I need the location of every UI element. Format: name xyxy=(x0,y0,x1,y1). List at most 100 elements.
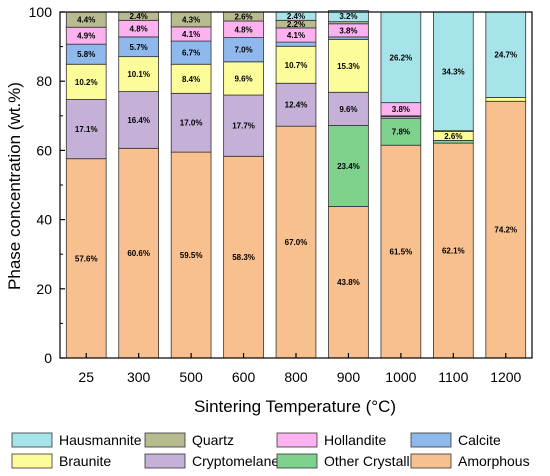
bar-segment-braunite-900 xyxy=(328,38,369,93)
data-label: 4.1% xyxy=(287,31,305,40)
bar-segment-calcite-800 xyxy=(275,41,317,47)
bars-layer xyxy=(65,10,527,359)
data-label: 16.4% xyxy=(127,116,150,125)
bar-segment-braunite-500 xyxy=(170,63,212,94)
data-label: 62.1% xyxy=(442,247,465,256)
data-label: 8.4% xyxy=(182,75,200,84)
data-label: 57.6% xyxy=(75,254,98,263)
bar-segment-cryptomelane-300 xyxy=(118,91,159,149)
legend-label-hollandite: Hollandite xyxy=(324,432,386,448)
y-tick-label: 100 xyxy=(29,4,53,20)
data-label: 10.1% xyxy=(127,70,150,79)
bar-segment-hausmannite-1000 xyxy=(380,11,422,104)
data-label: 59.5% xyxy=(180,251,203,260)
data-label: 3.2% xyxy=(339,12,357,21)
data-label: 10.2% xyxy=(75,78,98,87)
x-tick-label: 25 xyxy=(78,369,94,385)
y-tick-label: 20 xyxy=(36,281,52,297)
x-tick-label: 600 xyxy=(232,369,256,385)
legend-swatch-braunite xyxy=(11,453,53,469)
bar-segment-braunite-300 xyxy=(118,56,159,92)
y-tick-label: 80 xyxy=(36,73,52,89)
bar-segment-other-crystalline-900 xyxy=(328,125,369,207)
legend-swatch-amorphous xyxy=(410,453,452,469)
bar-segment-amorphous-1100 xyxy=(433,142,474,359)
data-label: 9.6% xyxy=(339,105,357,114)
data-label: 4.4% xyxy=(77,16,95,25)
data-label: 4.8% xyxy=(234,25,252,34)
data-label: 7.0% xyxy=(234,46,252,55)
legend-label-quartz: Quartz xyxy=(192,432,234,448)
y-tick-label: 40 xyxy=(36,212,52,228)
y-tick-label: 60 xyxy=(36,142,52,158)
data-label: 74.2% xyxy=(494,226,517,235)
bar-segment-hausmannite-1200 xyxy=(485,11,527,98)
legend-swatch-quartz xyxy=(144,432,186,448)
data-label: 17.1% xyxy=(75,125,98,134)
data-label: 60.6% xyxy=(127,249,150,258)
x-tick-label: 1100 xyxy=(438,369,468,385)
data-label: 17.0% xyxy=(180,119,203,128)
bar-segment-amorphous-1000 xyxy=(380,144,422,359)
data-label: 4.8% xyxy=(130,25,148,34)
bar-segment-cryptomelane-900 xyxy=(328,91,369,126)
legend-label-calcite: Calcite xyxy=(458,432,501,448)
legend-swatch-hollandite xyxy=(276,432,318,448)
legend-swatch-cryptomelane xyxy=(144,453,186,469)
data-label: 4.3% xyxy=(182,15,200,24)
data-label: 3.8% xyxy=(339,26,357,35)
data-label: 26.2% xyxy=(390,53,413,62)
legend-label-braunite: Braunite xyxy=(59,453,111,469)
legend-label-amorphous: Amorphous xyxy=(458,453,530,469)
data-label: 2.6% xyxy=(234,12,252,21)
data-label: 4.1% xyxy=(182,30,200,39)
x-tick-label: 300 xyxy=(127,369,151,385)
data-label: 2.4% xyxy=(130,12,148,21)
bar-segment-cryptomelane-500 xyxy=(170,92,212,153)
bar-segment-calcite-600 xyxy=(223,37,264,63)
legend-swatch-other-crystalline xyxy=(276,453,318,469)
x-tick-label: 1000 xyxy=(385,369,416,385)
data-label: 58.3% xyxy=(232,253,255,262)
bar-segment-cryptomelane-25 xyxy=(65,99,107,160)
data-label: 2.2% xyxy=(287,20,305,29)
bar-segment-amorphous-600 xyxy=(223,155,264,359)
x-tick-label: 500 xyxy=(179,369,203,385)
bar-segment-amorphous-800 xyxy=(275,125,317,359)
bar-segment-hausmannite-900 xyxy=(328,10,369,23)
legend-label-hausmannite: Hausmannite xyxy=(59,432,142,448)
data-label: 12.4% xyxy=(285,101,308,110)
legend-swatch-hausmannite xyxy=(11,432,53,448)
axes-layer: 0 20 40 60 80 100 25 300 500 600 800 900 1000 1100 120… xyxy=(29,4,533,385)
data-label: 17.7% xyxy=(232,122,255,131)
data-label: 15.3% xyxy=(337,62,360,71)
bar-segment-amorphous-25 xyxy=(65,158,107,359)
legend: Hausmannite Quartz Hollandite Calcite Brauni… xyxy=(11,432,530,469)
data-label: 67.0% xyxy=(285,238,308,247)
x-axis-title: Sintering Temperature (°C) xyxy=(194,397,396,416)
data-label: 7.8% xyxy=(392,128,410,137)
data-label: 2.4% xyxy=(287,12,305,21)
data-label: 10.7% xyxy=(285,61,308,70)
bar-segment-braunite-600 xyxy=(223,61,264,96)
bar-segment-braunite-800 xyxy=(275,45,317,84)
bar-segment-braunite-1200 xyxy=(485,97,527,102)
x-tick-label: 800 xyxy=(284,369,308,385)
bar-segment-other-crystalline-1000 xyxy=(380,117,422,146)
bar-segment-cryptomelane-600 xyxy=(223,94,264,157)
legend-swatch-calcite xyxy=(410,432,452,448)
data-label: 23.4% xyxy=(337,162,360,171)
x-tick-label: 900 xyxy=(337,369,361,385)
bar-segment-hausmannite-1100 xyxy=(433,11,474,132)
data-label: 5.7% xyxy=(130,43,148,52)
x-tick-label: 1200 xyxy=(490,369,521,385)
bar-segment-amorphous-1200 xyxy=(485,100,527,359)
data-label: 24.7% xyxy=(494,51,517,60)
data-label: 2.6% xyxy=(444,132,462,141)
data-labels-layer: 57.6% 17.1% 10.2% 5.8% 4.9% 4.4% 60.6% 16.4% 10.… xyxy=(75,12,517,287)
data-label: 9.6% xyxy=(234,74,252,83)
data-label: 43.8% xyxy=(337,278,360,287)
legend-label-cryptomelane: Cryptomelane xyxy=(192,453,279,469)
data-label: 5.8% xyxy=(77,50,95,59)
